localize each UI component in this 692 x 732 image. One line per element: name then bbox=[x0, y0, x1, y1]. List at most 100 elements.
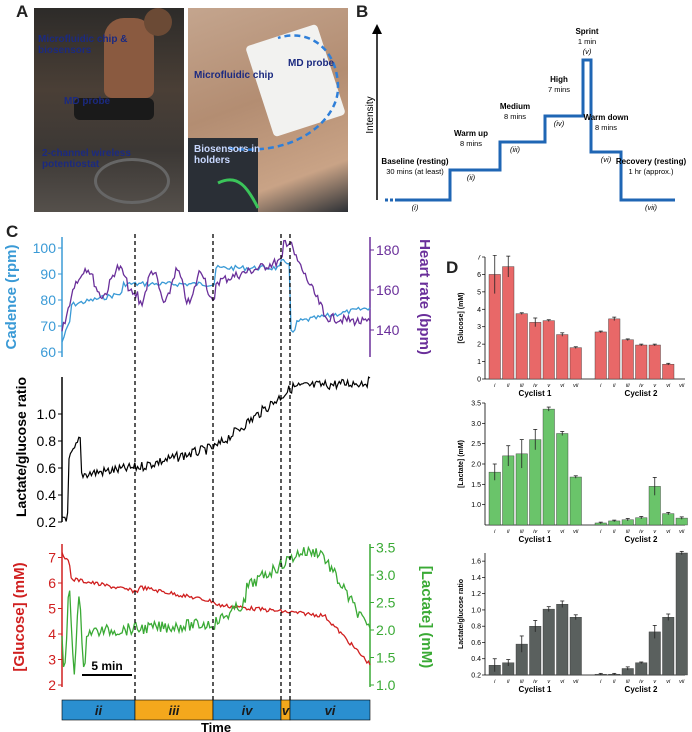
barchart-0-ytick-label: 1 bbox=[477, 359, 481, 366]
group-label: Cyclist 2 bbox=[625, 685, 658, 694]
stage-roman-2: (iii) bbox=[510, 145, 520, 154]
cadence-tick-label: 70 bbox=[40, 318, 56, 334]
label-md-probe-left: MD probe bbox=[64, 96, 111, 107]
lactate-tick-label: 3.5 bbox=[376, 540, 396, 556]
bar bbox=[502, 455, 515, 526]
stage-name-4: Sprint bbox=[575, 27, 598, 36]
category-label: ii bbox=[507, 383, 510, 389]
hr-tick-label: 180 bbox=[376, 242, 400, 258]
lactate-tick-label: 1.5 bbox=[376, 650, 396, 666]
category-label: iii bbox=[626, 529, 630, 535]
stage-duration-0: 30 mins (at least) bbox=[386, 167, 444, 176]
barchart-0-ytick-label: 2 bbox=[477, 342, 481, 349]
barchart-0-ytick-label: 5 bbox=[477, 289, 481, 296]
stage-duration-6: 1 hr (approx.) bbox=[628, 167, 674, 176]
label-potentiostat: 2-channel wireless potentiostat bbox=[42, 148, 131, 170]
hr-tick-label: 160 bbox=[376, 282, 400, 298]
stage-name-1: Warm up bbox=[454, 129, 488, 138]
category-label: i bbox=[600, 383, 602, 389]
barchart-0-ytick-label: 6 bbox=[477, 272, 481, 279]
bike-wheel bbox=[94, 158, 170, 204]
timebar-label-2: iv bbox=[242, 703, 254, 718]
barchart-1-ytick-label: 3.0 bbox=[471, 421, 481, 428]
category-label: i bbox=[494, 529, 496, 535]
stage-roman-5: (vi) bbox=[601, 155, 612, 164]
stage-roman-0: (i) bbox=[412, 203, 419, 212]
barchart-0-ytick-label: 4 bbox=[477, 307, 481, 314]
category-label: ii bbox=[507, 529, 510, 535]
lactate-series bbox=[61, 545, 371, 675]
category-label: v bbox=[547, 679, 551, 685]
bar bbox=[529, 439, 542, 526]
hr-label: Heart rate (bpm) bbox=[416, 239, 433, 355]
category-label: vii bbox=[573, 383, 579, 389]
bar bbox=[569, 617, 582, 676]
stage-name-2: Medium bbox=[500, 102, 530, 111]
barchart-1-ytick-label: 1.0 bbox=[471, 502, 481, 509]
bar bbox=[662, 513, 675, 526]
bar bbox=[542, 408, 555, 526]
bar bbox=[662, 363, 675, 380]
category-label: v bbox=[547, 529, 551, 535]
category-label: vii bbox=[573, 679, 579, 685]
bar bbox=[542, 608, 555, 676]
bar bbox=[556, 604, 569, 676]
bar bbox=[648, 344, 661, 380]
cadence-series bbox=[61, 258, 371, 343]
bar bbox=[569, 347, 582, 380]
scalebar-label: 5 min bbox=[91, 659, 122, 673]
category-label: vi bbox=[666, 383, 671, 389]
category-label: iv bbox=[533, 383, 538, 389]
barchart-1-ytick-label: 3.5 bbox=[471, 401, 481, 408]
group-label: Cyclist 1 bbox=[519, 685, 552, 694]
cadence-tick-label: 100 bbox=[33, 240, 57, 256]
stage-roman-4: (v) bbox=[583, 47, 592, 56]
group-label: Cyclist 2 bbox=[625, 389, 658, 398]
category-label: vii bbox=[679, 679, 685, 685]
lactate-tick-label: 1.0 bbox=[376, 677, 396, 693]
glucose-tick-label: 2 bbox=[48, 677, 56, 693]
timebar-segment-4 bbox=[289, 699, 371, 721]
barchart-1-ylabel: [Lactate] (mM) bbox=[458, 440, 465, 488]
barchart-0-ytick-label: 0 bbox=[477, 377, 481, 384]
barchart-1-ytick-label: 1.5 bbox=[471, 482, 481, 489]
ratio-tick-label: 1.0 bbox=[37, 406, 57, 422]
category-label: i bbox=[494, 383, 496, 389]
bar bbox=[556, 334, 569, 380]
barchart-0-ylabel: [Glucose] (mM) bbox=[458, 293, 465, 344]
cadence-tick-label: 90 bbox=[40, 266, 56, 282]
lactate-label: [Lactate] (mM) bbox=[418, 566, 435, 669]
category-label: ii bbox=[507, 679, 510, 685]
bar bbox=[515, 313, 528, 380]
category-label: vii bbox=[679, 529, 685, 535]
protocol-staircase bbox=[397, 58, 675, 202]
barchart-1-ytick-label: 2.0 bbox=[471, 462, 481, 469]
glucose-tick-label: 5 bbox=[48, 601, 56, 617]
timeseries-figure: 60 70 80 90 100 140 160 180 Cadence (rpm) Heart r… bbox=[3, 234, 435, 732]
barchart-2-ytick-label: 1.2 bbox=[471, 591, 481, 598]
category-label: iv bbox=[533, 529, 538, 535]
ratio-tick-label: 0.2 bbox=[37, 514, 57, 530]
category-label: iii bbox=[520, 529, 524, 535]
category-label: ii bbox=[613, 383, 616, 389]
category-label: v bbox=[653, 383, 657, 389]
category-label: vii bbox=[573, 529, 579, 535]
label-md-probe-right: MD probe bbox=[288, 58, 335, 69]
time-axis-label: Time bbox=[201, 720, 231, 732]
bar bbox=[635, 662, 648, 676]
glucose-series bbox=[61, 552, 371, 666]
bar bbox=[542, 320, 555, 380]
photo-skin-device: Microfluidic chip MD probe Biosensors in… bbox=[188, 8, 348, 212]
barchart-2-ytick-label: 0.4 bbox=[471, 656, 481, 663]
category-label: vi bbox=[666, 529, 671, 535]
category-label: iv bbox=[639, 383, 644, 389]
hr-series bbox=[61, 239, 371, 332]
group-label: Cyclist 2 bbox=[625, 535, 658, 544]
stage-roman-1: (ii) bbox=[467, 173, 476, 182]
stage-duration-4: 1 min bbox=[578, 37, 596, 46]
intensity-arrowhead bbox=[372, 24, 382, 34]
category-label: ii bbox=[613, 529, 616, 535]
category-label: iv bbox=[533, 679, 538, 685]
bar bbox=[556, 433, 569, 526]
barchart-2-ytick-label: 0.2 bbox=[471, 673, 481, 680]
